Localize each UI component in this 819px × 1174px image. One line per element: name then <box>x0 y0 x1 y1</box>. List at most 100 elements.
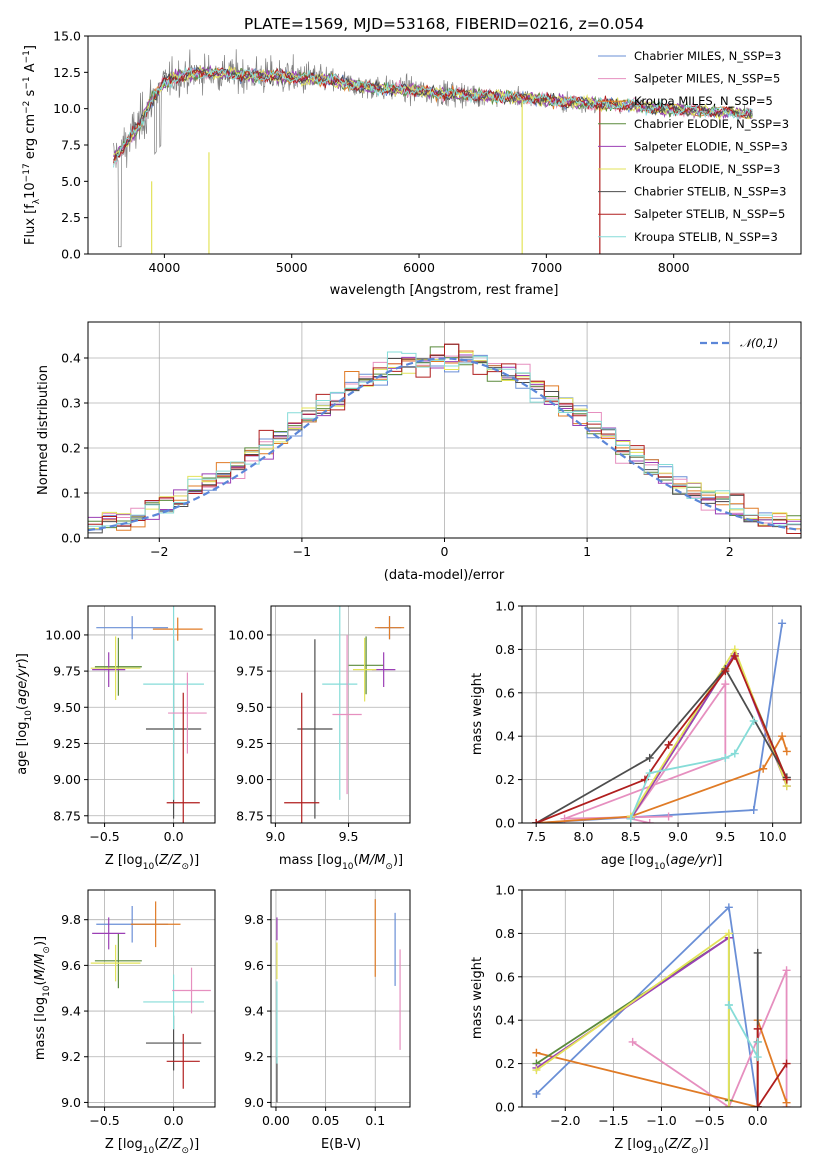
y-tick-label: 1.0 <box>495 599 515 614</box>
residuals-x-axis-label: (data-model)/error <box>384 568 505 583</box>
weight-marker <box>664 740 673 749</box>
weight_vs_age-y-axis-label: mass weight <box>470 673 485 755</box>
weight-marker <box>759 764 768 773</box>
weight-marker <box>782 1059 791 1068</box>
y-tick-label: 9.6 <box>244 958 264 973</box>
x-tick-label: 7000 <box>530 260 562 275</box>
x-tick-label: 2 <box>726 544 734 559</box>
weight-marker <box>749 717 758 726</box>
weight-marker <box>628 1037 637 1046</box>
weight-series-line <box>536 623 783 823</box>
weight_vs_Z-x-axis-label: Z [log10(Z/Z⊙)] <box>614 1137 708 1156</box>
y-tick-label: 7.5 <box>61 138 81 153</box>
weight-series-line <box>535 667 788 823</box>
x-tick-label: 9.5 <box>715 829 735 844</box>
y-tick-label: 0.2 <box>61 441 81 456</box>
weight_vs_Z-panel: −2.0 −1.5 −1.0 −0.5 0.0 0.0 0.2 0.4 0.6 0.8 1.0 <box>495 883 802 1128</box>
y-tick-label: 9.8 <box>61 912 81 927</box>
age_vs_Z-frame <box>87 605 216 824</box>
weight-marker <box>532 1066 541 1075</box>
residuals-panel: −2 −1 0 1 2 0.0 0.1 0.2 0.3 0.4 𝒩(0,1) <box>61 321 802 559</box>
weight-marker <box>778 619 787 628</box>
mass-vs-Z-x-axis-label: Z [log10(Z/Z⊙)] <box>105 1137 199 1156</box>
x-tick-label: 0.0 <box>164 1113 184 1128</box>
y-tick-label: 9.6 <box>61 958 81 973</box>
y-tick-label: 0.8 <box>495 642 515 657</box>
weight-marker <box>645 769 654 778</box>
x-tick-label: 9.0 <box>265 829 285 844</box>
figure-title: PLATE=1569, MJD=53168, FIBERID=0216, z=0… <box>244 15 644 33</box>
weight_vs_age-panel: 7.5 8.0 8.5 9.0 9.5 10.0 0.0 0.2 0.4 0.6 0.8 1.0 <box>495 599 802 844</box>
age-vs-mass-x-axis-label: mass [log10(M/M⊙)] <box>279 853 403 872</box>
spectrum-panel: 4000 5000 6000 7000 8000 0.0 2.5 5.0 7.5 10.0 12.5… <box>53 29 802 275</box>
weight-marker <box>721 680 730 689</box>
y-tick-label: 15.0 <box>53 29 81 44</box>
legend-label: Chabrier MILES, N_SSP=3 <box>634 49 781 63</box>
residuals-y-axis-label: Normed distribution <box>36 365 51 495</box>
weight_vs_Z-plot-area <box>532 903 791 1107</box>
y-tick-label: 2.5 <box>61 210 81 225</box>
y-tick-label: 9.25 <box>236 736 264 751</box>
x-tick-label: 8.0 <box>574 829 594 844</box>
x-tick-label: 9.5 <box>339 829 359 844</box>
x-tick-label: 8000 <box>658 260 690 275</box>
weight-marker <box>645 753 654 762</box>
x-tick-label: 5000 <box>276 260 308 275</box>
y-tick-label: 9.75 <box>236 664 264 679</box>
x-tick-label: −1 <box>293 544 311 559</box>
age-vs-Z-y-axis-label: age [log10(age/yr)] <box>15 653 34 775</box>
y-tick-label: 0.0 <box>61 247 81 262</box>
legend-label: Chabrier ELODIE, N_SSP=3 <box>634 117 789 131</box>
weight-marker <box>782 775 791 784</box>
age-vs-Z-x-axis-label: Z [log10(Z/Z⊙)] <box>105 853 199 872</box>
x-tick-label: −1.0 <box>646 1113 676 1128</box>
weight-marker <box>532 819 541 823</box>
y-tick-label: 9.25 <box>53 736 81 751</box>
y-tick-label: 9.2 <box>61 1049 81 1064</box>
weight-marker <box>730 651 739 660</box>
y-tick-label: 0.2 <box>495 1056 515 1071</box>
age_vs_Z-panel: −0.5 0.0 8.75 9.00 9.25 9.50 9.75 10.00 <box>45 605 216 844</box>
weight_vs_age-x-axis-label: age [log10(age/yr)] <box>601 853 723 872</box>
mass_vs_Z-plot-area <box>90 901 211 1089</box>
weight_vs_age-frame <box>521 605 802 824</box>
x-tick-label: 0.0 <box>748 1113 768 1128</box>
weight-marker <box>753 1037 762 1046</box>
mass_vs_ebv-plot-area <box>276 899 401 1103</box>
y-tick-label: 0.6 <box>495 969 515 984</box>
x-tick-label: 0.05 <box>312 1113 340 1128</box>
legend-label: Chabrier STELIB, N_SSP=3 <box>634 185 786 199</box>
histogram-series <box>88 343 801 538</box>
y-tick-label: 9.0 <box>244 1095 264 1110</box>
x-tick-label: 0.0 <box>164 829 184 844</box>
weight-marker <box>724 1103 733 1107</box>
weight-marker <box>626 814 635 823</box>
y-tick-label: 9.00 <box>236 772 264 787</box>
weight-marker <box>782 747 791 756</box>
x-tick-label: −2 <box>150 544 168 559</box>
y-tick-label: 1.0 <box>495 883 515 898</box>
legend-label: 𝒩(0,1) <box>740 336 778 350</box>
x-tick-label: 4000 <box>148 260 180 275</box>
y-tick-label: 9.4 <box>61 1004 81 1019</box>
y-tick-label: 0.4 <box>495 1013 515 1028</box>
weight-series-line <box>629 647 788 817</box>
mass_vs_Z-frame <box>87 889 216 1108</box>
y-tick-label: 10.0 <box>53 101 81 116</box>
mass_vs_ebv-frame <box>270 889 411 1108</box>
spectrum-x-axis-label: wavelength [Angstrom, rest frame] <box>330 283 559 298</box>
y-tick-label: 9.0 <box>61 1095 81 1110</box>
age_vs_Z-plot-area <box>90 606 207 823</box>
residuals-plot-area <box>88 343 801 538</box>
x-tick-label: 1 <box>583 544 591 559</box>
x-tick-label: 7.5 <box>526 829 546 844</box>
weight-series-line <box>756 1028 788 1107</box>
y-tick-label: 0.6 <box>495 685 515 700</box>
legend-label: Kroupa ELODIE, N_SSP=3 <box>634 162 780 176</box>
x-tick-label: 6000 <box>403 260 435 275</box>
y-tick-label: 9.50 <box>236 700 264 715</box>
x-tick-label: 0.1 <box>365 1113 385 1128</box>
spectrum-y-axis-label: Flux [fλ10−17 erg cm−2 s−1 A−1] <box>22 45 42 245</box>
age_vs_mass-panel: 9.0 9.5 8.75 9.00 9.25 9.50 9.75 10.00 <box>228 605 411 844</box>
